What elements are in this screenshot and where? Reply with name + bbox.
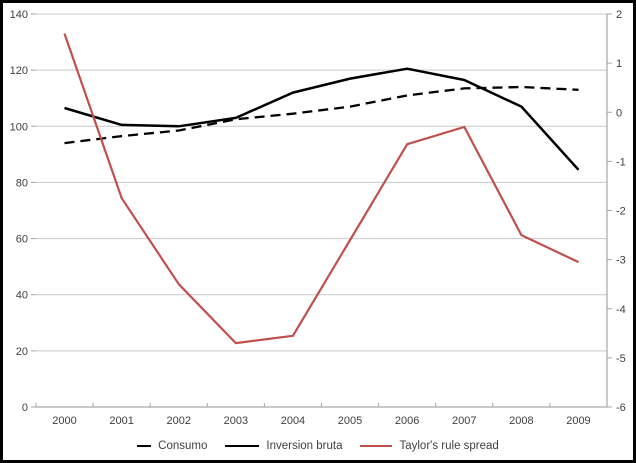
left-axis-tick-label: 140 [10, 9, 28, 21]
legend-sample-dashed-line-icon [137, 445, 152, 447]
left-axis-tick-label: 120 [10, 65, 28, 77]
x-axis-tick-label: 2003 [224, 415, 248, 427]
x-axis-tick-label: 2004 [281, 415, 305, 427]
x-axis-tick-label: 2006 [395, 415, 419, 427]
right-axis-tick-label: -3 [616, 255, 626, 267]
right-axis-tick-label: -1 [616, 156, 626, 168]
inversion-bruta-line [64, 67, 580, 171]
right-axis-line [606, 13, 612, 408]
legend-item-taylors-rule-spread: Taylor's rule spread [360, 440, 499, 452]
legend-item-consumo: Consumo [137, 440, 207, 452]
right-axis-tick-label: -6 [616, 402, 626, 414]
right-axis-tick-label: -2 [616, 206, 626, 218]
left-axis-tick-label: 80 [16, 177, 28, 189]
x-axis [35, 403, 608, 408]
left-axis-labels: 0 20 40 60 80 100 120 140 [10, 9, 36, 414]
x-axis-tick-label: 2008 [509, 415, 533, 427]
legend-label-consumo: Consumo [158, 440, 208, 452]
legend-sample-solid-line-icon [225, 445, 260, 447]
x-axis-labels: 2000 2001 2002 2003 2004 2005 2006 2007 2008 2009 [52, 415, 590, 427]
x-axis-tick-label: 2005 [338, 415, 362, 427]
x-axis-tick-label: 2007 [452, 415, 476, 427]
x-axis-tick-label: 2002 [167, 415, 191, 427]
gridlines [36, 13, 607, 352]
left-axis-tick-label: 40 [16, 290, 28, 302]
right-axis-tick-label: -5 [616, 353, 626, 365]
right-axis-tick-label: 1 [616, 58, 622, 70]
right-axis-tick-label: 0 [616, 107, 622, 119]
legend-sample-red-line-icon [360, 445, 393, 447]
left-axis-tick-label: 0 [22, 402, 28, 414]
x-axis-tick-label: 2001 [109, 415, 133, 427]
right-axis-labels: -6 -5 -4 -3 -2 -1 0 1 2 [616, 9, 626, 414]
right-axis-tick-label: 2 [616, 9, 622, 21]
legend-label-inversion-bruta: Inversion bruta [266, 440, 343, 452]
left-axis-tick-label: 60 [16, 234, 28, 246]
left-axis-tick-label: 20 [16, 346, 28, 358]
x-axis-tick-label: 2000 [52, 415, 76, 427]
right-axis-tick-label: -4 [616, 304, 626, 316]
x-axis-tick-label: 2009 [566, 415, 590, 427]
consumo-line [64, 85, 579, 145]
taylor-s-rule-spread-line [63, 33, 579, 345]
left-axis-tick-label: 100 [10, 121, 28, 133]
legend-label-taylors-rule-spread: Taylor's rule spread [399, 440, 499, 452]
chart-legend: Consumo Inversion bruta Taylor's rule sp… [3, 440, 633, 452]
legend-item-inversion-bruta: Inversion bruta [225, 440, 342, 452]
